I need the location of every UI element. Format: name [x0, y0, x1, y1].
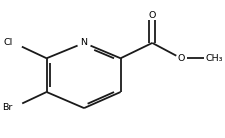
Bar — [176, 55, 184, 62]
Text: O: O — [177, 54, 184, 63]
Bar — [0, 104, 13, 111]
Text: Cl: Cl — [4, 39, 13, 47]
Bar — [147, 12, 156, 19]
Text: N: N — [80, 39, 87, 47]
Text: O: O — [148, 11, 155, 20]
Bar — [79, 40, 88, 46]
Text: CH₃: CH₃ — [204, 54, 222, 63]
Bar — [0, 40, 13, 46]
Text: Br: Br — [2, 103, 13, 112]
